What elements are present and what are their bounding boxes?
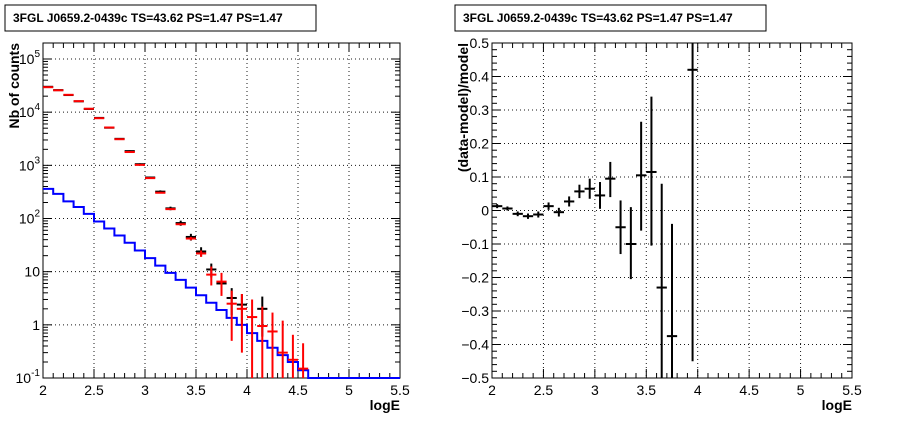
x-tick-label: 2 [488, 382, 496, 398]
model-point [175, 223, 186, 226]
y-tick-label: 10 [24, 264, 40, 280]
residual-point [687, 43, 698, 362]
x-tick-label: 3.5 [186, 382, 206, 398]
x-tick-label: 3 [591, 382, 599, 398]
x-axis-title: logE [370, 397, 400, 413]
y-tick-exponent: -1 [31, 368, 40, 379]
x-tick-label: 4.5 [288, 382, 308, 398]
y-tick-base: 10 [19, 157, 35, 173]
y-tick-label: 0.3 [470, 102, 490, 118]
y-tick-label: 103 [19, 155, 41, 173]
residual-point [584, 178, 595, 199]
model-point [298, 343, 309, 378]
model-point [277, 320, 288, 378]
x-tick-label: 5 [797, 382, 805, 398]
y-tick-base: 10 [19, 104, 35, 120]
residual-point [615, 200, 626, 255]
model-point [236, 294, 247, 353]
chart-title: 3FGL J0659.2-0439c TS=43.62 PS=1.47 PS=1… [13, 11, 283, 25]
y-tick-base: 10 [24, 264, 40, 280]
y-tick-label: 0.1 [470, 169, 490, 185]
model-point [185, 236, 196, 241]
counts-panel: 2 2.5 3 3.5 4 4.5 5 5.510-1110102103104105logEN… [4, 4, 410, 413]
y-tick-label: 0.2 [470, 136, 490, 152]
x-tick-label: 4 [243, 382, 251, 398]
model-point [196, 250, 207, 257]
model-point [226, 290, 237, 341]
model-point [247, 299, 258, 378]
residual-point [594, 182, 606, 209]
y-tick-label: −0.1 [461, 236, 489, 252]
model-point [287, 334, 298, 378]
x-tick-label: 5.5 [390, 382, 410, 398]
model-step-line [43, 187, 400, 379]
residual-point [625, 207, 636, 280]
plot-frame [42, 42, 401, 379]
y-tick-exponent: 4 [34, 102, 40, 113]
y-tick-label: 105 [19, 49, 41, 67]
residual-point [656, 183, 667, 378]
y-tick-base: 10 [16, 370, 32, 386]
residual-point [502, 206, 513, 211]
y-tick-label: 0.4 [470, 69, 490, 85]
residual-point [605, 161, 616, 198]
chart-title: 3FGL J0659.2-0439c TS=43.62 PS=1.47 PS=1… [463, 11, 733, 25]
y-axis-title: (data-model)/model [455, 43, 471, 172]
y-tick-label: −0.3 [461, 303, 489, 319]
y-tick-base: 1 [32, 317, 40, 333]
y-axis-title: Nb of counts [6, 43, 22, 129]
y-tick-label: −0.2 [461, 270, 489, 286]
x-tick-label: 5 [345, 382, 353, 398]
y-tick-exponent: 2 [34, 209, 40, 220]
y-tick-label: 104 [19, 102, 41, 120]
x-tick-label: 2.5 [84, 382, 104, 398]
x-axis-title: logE [822, 397, 852, 413]
x-tick-label: 5.5 [842, 382, 862, 398]
y-tick-label: −0.4 [461, 337, 489, 353]
x-tick-label: 2 [39, 382, 47, 398]
residual-point [543, 202, 554, 210]
residual-point [492, 204, 503, 209]
residual-point [646, 96, 657, 246]
y-tick-label: 102 [19, 209, 41, 227]
y-tick-label: 0.5 [470, 35, 490, 51]
residual-point [533, 211, 544, 218]
y-tick-label: 0 [481, 203, 489, 219]
x-tick-label: 4 [694, 382, 702, 398]
y-tick-label: −0.5 [461, 370, 489, 386]
y-tick-label: 10-1 [16, 368, 41, 386]
model-point [257, 306, 268, 378]
x-tick-label: 3.5 [637, 382, 657, 398]
y-tick-exponent: 3 [34, 155, 40, 166]
x-tick-label: 4.5 [739, 382, 759, 398]
residual-point [512, 211, 523, 217]
x-tick-label: 3 [141, 382, 149, 398]
y-tick-label: 1 [32, 317, 40, 333]
residuals-panel: 2 2.5 3 3.5 4 4.5 5 5.5 −0.5 −0.4 −0.3 −0.2 −0.1 0 0.1… [454, 4, 862, 413]
chart-title-box [4, 4, 317, 32]
residual-point [522, 213, 534, 219]
residual-point [553, 207, 564, 217]
y-tick-base: 10 [19, 211, 35, 227]
chart-title-box [454, 4, 767, 32]
model-point [206, 266, 217, 286]
residual-point [636, 121, 647, 231]
residual-point [564, 196, 575, 207]
model-point [216, 272, 227, 296]
x-tick-label: 2.5 [534, 382, 554, 398]
y-tick-base: 10 [19, 51, 35, 67]
residual-point [666, 223, 678, 378]
residual-point [574, 184, 585, 199]
y-tick-exponent: 5 [34, 49, 40, 60]
model-point [267, 312, 278, 378]
